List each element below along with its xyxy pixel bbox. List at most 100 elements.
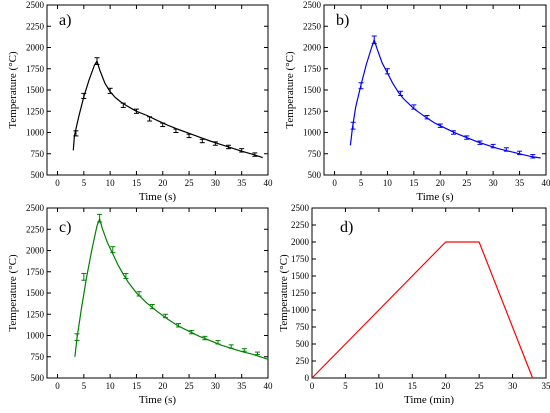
y-tick-label: 750: [296, 322, 310, 332]
x-tick-label: 10: [106, 381, 116, 391]
y-tick-label: 2500: [303, 0, 322, 10]
y-tick-label: 2000: [26, 43, 45, 53]
x-tick-label: 15: [132, 381, 142, 391]
x-tick-label: 15: [409, 178, 419, 188]
y-axis-label: Temperature (°C): [7, 254, 19, 332]
x-tick-label: 5: [343, 381, 348, 391]
x-axis-label: Time (s): [416, 191, 454, 203]
x-tick-label: 0: [332, 178, 337, 188]
x-tick-label: 10: [374, 381, 384, 391]
y-tick-label: 1500: [26, 288, 45, 298]
y-tick-label: 1000: [26, 128, 45, 138]
y-tick-label: 2500: [291, 203, 310, 213]
y-tick-label: 1250: [303, 106, 322, 116]
y-tick-label: 500: [31, 373, 45, 383]
error-bar: [97, 214, 102, 222]
y-tick-label: 1500: [303, 85, 322, 95]
x-tick-label: 30: [211, 178, 221, 188]
x-tick-label: 20: [441, 381, 451, 391]
y-tick-label: 2250: [303, 21, 322, 31]
x-tick-label: 30: [508, 381, 518, 391]
y-axis-label: Temperature (°C): [284, 51, 296, 129]
x-tick-label: 5: [82, 381, 87, 391]
x-tick-label: 40: [542, 178, 550, 188]
x-tick-label: 10: [383, 178, 393, 188]
series-line: [350, 40, 540, 158]
y-tick-label: 2000: [291, 237, 310, 247]
y-tick-label: 1750: [291, 254, 310, 264]
error-bar: [187, 134, 192, 137]
x-tick-label: 35: [237, 381, 247, 391]
y-axis-label: Temperature (°C): [278, 254, 290, 332]
y-tick-label: 1000: [26, 331, 45, 341]
y-tick-label: 500: [308, 170, 322, 180]
x-tick-label: 40: [264, 381, 274, 391]
panel-label: a): [59, 12, 71, 29]
y-tick-label: 1000: [303, 128, 322, 138]
error-bar: [81, 93, 86, 98]
y-tick-label: 1500: [291, 271, 310, 281]
x-tick-label: 20: [158, 381, 168, 391]
y-tick-label: 1250: [26, 309, 45, 319]
x-tick-label: 5: [359, 178, 364, 188]
y-tick-label: 1750: [26, 267, 45, 277]
x-tick-label: 15: [408, 381, 418, 391]
y-tick-label: 1500: [26, 85, 45, 95]
y-axis-label: Temperature (°C): [7, 51, 19, 129]
x-tick-label: 35: [542, 381, 550, 391]
x-tick-label: 25: [462, 178, 472, 188]
plot-frame: [324, 5, 546, 175]
y-tick-label: 1250: [26, 106, 45, 116]
y-tick-label: 0: [305, 373, 310, 383]
y-tick-label: 2250: [26, 224, 45, 234]
series-line: [312, 242, 533, 378]
y-tick-label: 250: [296, 356, 310, 366]
x-axis-label: Time (min): [404, 394, 454, 406]
error-bar: [242, 349, 247, 352]
y-tick-label: 2000: [303, 43, 322, 53]
x-tick-label: 30: [489, 178, 499, 188]
panel-label: c): [59, 219, 71, 236]
x-tick-label: 20: [436, 178, 446, 188]
y-tick-label: 1750: [303, 64, 322, 74]
x-tick-label: 25: [185, 381, 195, 391]
x-axis-label: Time (s): [139, 394, 177, 406]
y-tick-label: 500: [296, 339, 310, 349]
y-tick-label: 1250: [291, 288, 310, 298]
plot-frame: [47, 208, 268, 378]
x-tick-label: 35: [237, 178, 247, 188]
x-tick-label: 15: [132, 178, 142, 188]
y-tick-label: 1750: [26, 64, 45, 74]
panel-label: b): [336, 12, 349, 29]
panel-4: 0 5 10 15 20 25 30 35 0 250 500 750 1000 1250 1500 1750…: [278, 203, 550, 406]
y-tick-label: 750: [31, 149, 45, 159]
y-tick-label: 2250: [291, 220, 310, 230]
panel-label: d): [340, 219, 353, 236]
y-tick-label: 750: [308, 149, 322, 159]
x-tick-label: 35: [515, 178, 525, 188]
x-axis-label: Time (s): [139, 191, 177, 203]
series-line: [75, 219, 268, 359]
x-tick-label: 0: [55, 178, 60, 188]
error-bar: [255, 352, 260, 355]
error-bar: [372, 36, 377, 44]
x-tick-label: 20: [158, 178, 168, 188]
y-tick-label: 2250: [26, 21, 45, 31]
series-line: [73, 61, 262, 158]
x-tick-label: 40: [264, 178, 274, 188]
x-tick-label: 0: [310, 381, 315, 391]
x-tick-label: 25: [185, 178, 195, 188]
x-tick-label: 0: [55, 381, 60, 391]
error-bar: [351, 122, 356, 129]
x-tick-label: 25: [475, 381, 485, 391]
error-bar: [81, 273, 86, 280]
panel-2: 0 5 10 15 20 25 30 35 40 500 750 1000 1250 1500 1750 20…: [284, 0, 550, 203]
y-tick-label: 500: [31, 170, 45, 180]
error-bar: [359, 83, 364, 89]
y-tick-label: 1000: [291, 305, 310, 315]
y-tick-label: 2000: [26, 246, 45, 256]
